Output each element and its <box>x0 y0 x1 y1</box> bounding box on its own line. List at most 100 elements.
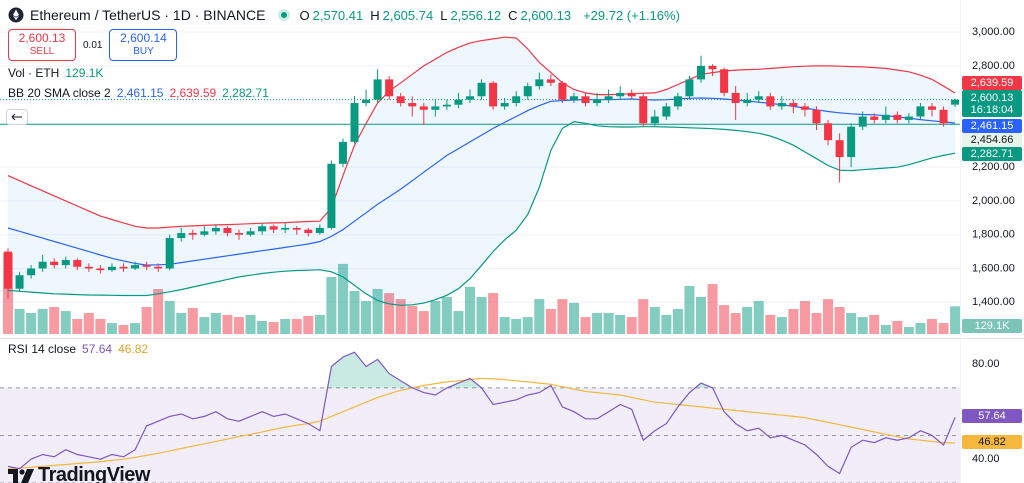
rsi-ma-badge-bg <box>962 435 1022 449</box>
volume-bar <box>661 314 672 334</box>
candle-body <box>454 99 463 105</box>
candle-body <box>754 96 763 100</box>
volume-bar <box>765 314 776 334</box>
candle-body <box>338 141 347 164</box>
y-tick-label: 3,000.00 <box>972 26 1015 38</box>
candle-body <box>408 103 417 107</box>
collapse-icon <box>6 109 28 125</box>
volume-bar <box>337 263 348 334</box>
candle-body <box>119 266 128 269</box>
candle-body <box>477 82 486 97</box>
ohlc-value: 2,570.41 <box>312 7 364 23</box>
volume-bar <box>788 308 799 334</box>
ohlc: O 2,570.41 H 2,605.74 L 2,556.12 C 2,600.13 <box>299 8 575 23</box>
candle-body <box>188 233 197 235</box>
volume-bar <box>49 307 60 334</box>
ohlc-value: 2,600.13 <box>520 7 572 23</box>
candle-body <box>673 96 682 107</box>
rsi-tick-label: 40.00 <box>972 453 1000 465</box>
candle-body <box>870 116 879 120</box>
candle-body <box>362 99 371 104</box>
volume-bar <box>465 286 475 334</box>
volume-legend: Vol · ETH 129.1K <box>8 66 103 80</box>
y-tick-label: 2,800.00 <box>972 60 1015 72</box>
collapse-toggle[interactable] <box>6 109 28 125</box>
volume-bar <box>280 319 291 334</box>
buy-button[interactable]: 2,600.14 BUY <box>109 29 178 61</box>
volume-bar <box>37 308 48 334</box>
volume-bar <box>580 317 591 334</box>
volume-bar <box>106 323 117 334</box>
volume-bar <box>453 311 464 334</box>
volume-bar <box>130 323 141 334</box>
bb-value: 2,639.59 <box>169 86 217 100</box>
volume-bar <box>95 319 106 334</box>
rsi-badge-bg <box>962 409 1022 423</box>
candle-body <box>824 123 833 141</box>
candle-body <box>15 275 24 289</box>
volume-bar <box>418 311 429 334</box>
volume-bar <box>869 314 880 334</box>
candle-body <box>951 99 960 105</box>
volume-bar <box>361 301 372 334</box>
candle-body <box>466 96 474 100</box>
candle-body <box>835 140 844 158</box>
candle-body <box>327 163 336 228</box>
volume-bar <box>268 322 279 334</box>
volume-bar <box>14 308 25 334</box>
rsi-line <box>7 377 956 470</box>
candle-body <box>281 227 290 230</box>
volume-bar <box>26 313 37 334</box>
candle-body <box>373 79 382 100</box>
volume-bar <box>742 307 753 334</box>
rsi-title[interactable]: RSI 14 close <box>8 342 77 356</box>
brand-name: TradingView <box>38 464 150 483</box>
candle-body <box>893 114 902 120</box>
sell-button[interactable]: 2,600.13 SELL <box>8 29 76 61</box>
rsi-ma-value: 46.82 <box>118 342 149 356</box>
volume-bar <box>384 293 395 334</box>
volume-bar <box>118 325 129 334</box>
candle-body <box>928 106 936 110</box>
candle-body <box>246 231 255 235</box>
bb-legend: BB 20 SMA close 2 2,461.15 2,639.59 2,282.… <box>8 86 269 100</box>
bb-lower-badge-bg <box>962 147 1022 161</box>
candle-body <box>50 261 59 266</box>
candle-body <box>800 106 809 110</box>
volume-bar <box>557 299 568 334</box>
bb-line <box>7 36 956 229</box>
candle-body <box>154 266 163 269</box>
candle-body <box>523 86 532 97</box>
volume-bar <box>83 313 94 334</box>
candle-body <box>720 69 729 93</box>
bb-value: 2,461.15 <box>116 86 164 100</box>
bb-title[interactable]: BB 20 SMA close 2 <box>8 86 111 100</box>
candle-body <box>766 96 775 107</box>
volume-bar <box>615 314 626 334</box>
symbol[interactable]: Ethereum / TetherUS · 1D · BINANCE <box>30 7 266 23</box>
rsi-ma-badge: 46.82 <box>978 436 1006 448</box>
rsi-tick-label: 80.00 <box>972 358 1000 370</box>
volume-value: 129.1K <box>65 66 104 80</box>
candle-body <box>881 114 890 120</box>
volume-bar <box>257 320 268 334</box>
ohlc-value: 2,556.12 <box>450 7 502 23</box>
change: +29.72 (+1.16%) <box>583 7 680 23</box>
ohlc-key: O <box>299 7 310 23</box>
volume-bar <box>187 308 198 334</box>
volume-bar <box>603 313 614 334</box>
candle-body <box>385 79 394 97</box>
brand[interactable]: TradingView <box>8 464 150 483</box>
candle-body <box>269 226 278 230</box>
candle-body <box>61 260 70 266</box>
volume-title[interactable]: Vol · ETH <box>8 66 60 80</box>
candle-body <box>350 103 359 142</box>
volume-bar <box>441 296 452 334</box>
volume-bar <box>60 311 71 334</box>
volume-bar <box>915 323 926 334</box>
candle-body <box>292 227 301 230</box>
volume-bar <box>372 289 383 334</box>
candle-body <box>743 99 752 104</box>
volume-bar <box>903 326 914 334</box>
